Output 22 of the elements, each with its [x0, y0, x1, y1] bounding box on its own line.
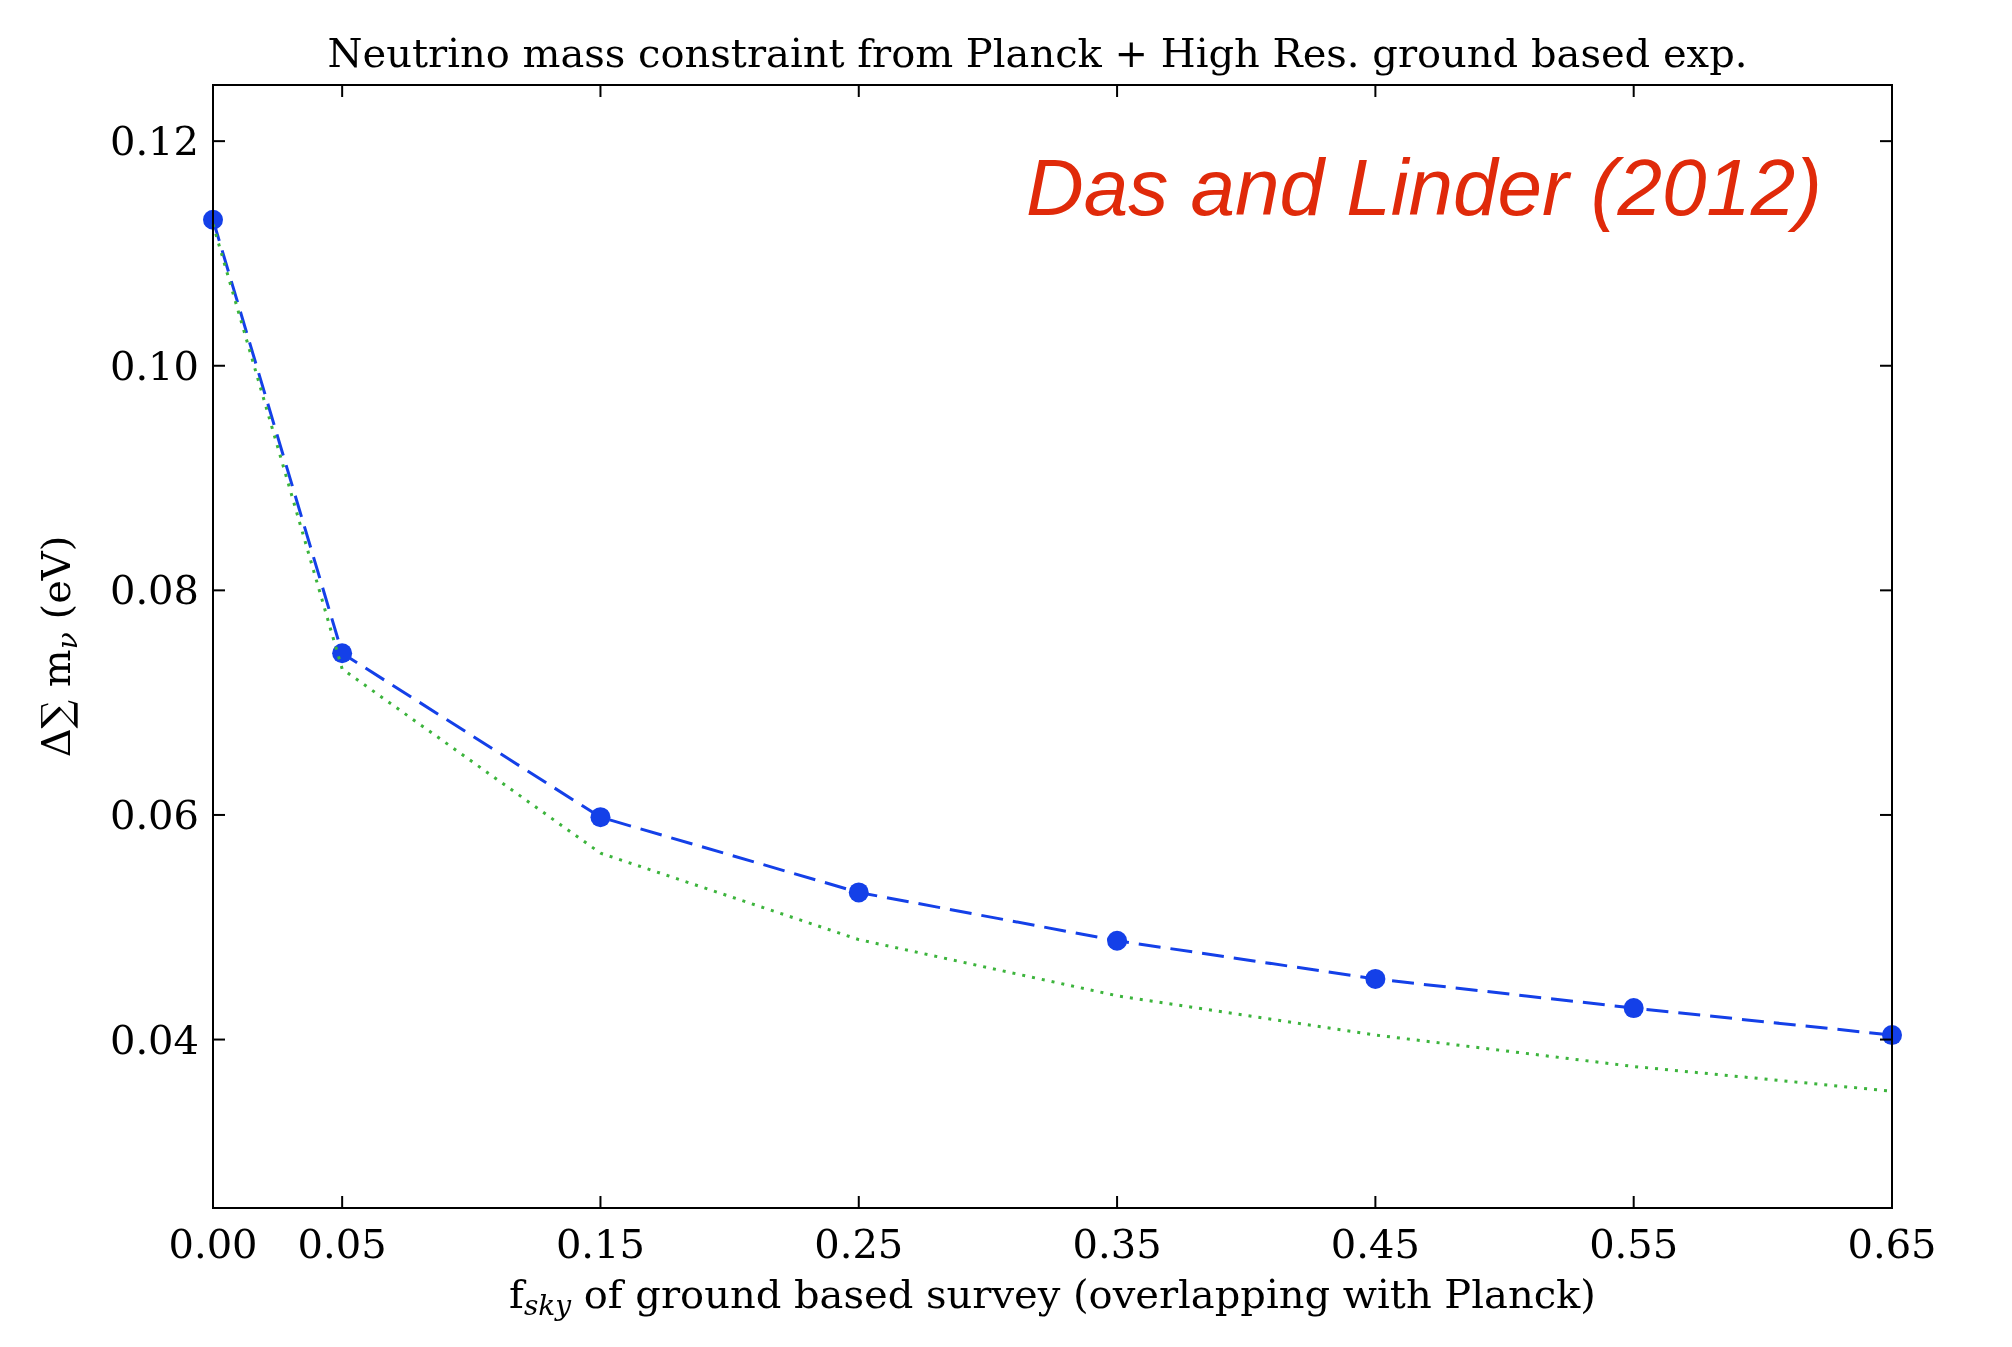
x-tick-label: 0.15 [555, 1221, 645, 1267]
y-tick-label: 0.06 [109, 791, 199, 838]
point [590, 807, 611, 828]
x-tick-label: 0.55 [1589, 1221, 1679, 1267]
y-tick-label: 0.10 [109, 342, 199, 389]
x-tick-label: 0.35 [1072, 1221, 1162, 1267]
x-tick-label: 0.65 [1847, 1221, 1937, 1267]
point [332, 643, 353, 664]
x-tick-label: 0.25 [814, 1221, 904, 1267]
point [1107, 930, 1128, 951]
point [1623, 998, 1644, 1019]
x-tick-label: 0.45 [1330, 1221, 1420, 1267]
point [848, 882, 869, 903]
x-tick-label: 0.05 [297, 1221, 387, 1267]
y-tick-label: 0.04 [109, 1016, 199, 1063]
x-axis-title: f$_{sky}$ of ground based survey (overlapping with Planck) [509, 1271, 1596, 1322]
annotation: Das and Linder (2012) [1025, 143, 1822, 232]
y-tick-label: 0.12 [109, 118, 199, 165]
point [1365, 968, 1386, 989]
y-tick-label: 0.08 [109, 567, 199, 614]
x-tick-label: 0.00 [168, 1221, 258, 1267]
chart-title: Neutrino mass constraint from Planck + High Res. ground based exp. [327, 30, 1748, 76]
